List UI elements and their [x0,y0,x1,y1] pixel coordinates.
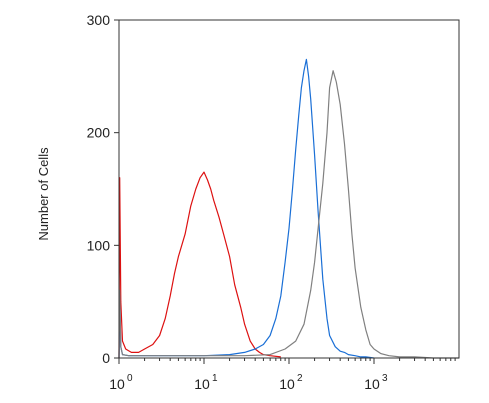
y-tick-label: 200 [87,125,111,141]
y-axis: 0 100 200 300 [87,12,119,366]
x-tick-exponent: 3 [382,373,388,384]
series-lines [118,58,459,359]
x-tick-exponent: 2 [297,373,303,384]
series-line-2 [118,58,375,359]
x-tick-exponent: 0 [127,373,133,384]
x-axis: 10 0 10 1 10 2 10 3 [109,358,456,392]
y-tick-label: 100 [87,237,111,253]
x-tick-label: 10 [364,376,380,392]
series-line-3 [118,70,459,359]
x-tick-exponent: 1 [212,373,218,384]
y-tick-label: 300 [87,12,111,28]
y-tick-label: 0 [102,350,110,366]
x-tick-label: 10 [194,376,210,392]
x-tick-label: 10 [279,376,295,392]
series-line-1 [118,171,281,359]
x-tick-label: 10 [109,376,125,392]
y-axis-title: Number of Cells [36,147,51,241]
plot-frame [118,19,460,359]
